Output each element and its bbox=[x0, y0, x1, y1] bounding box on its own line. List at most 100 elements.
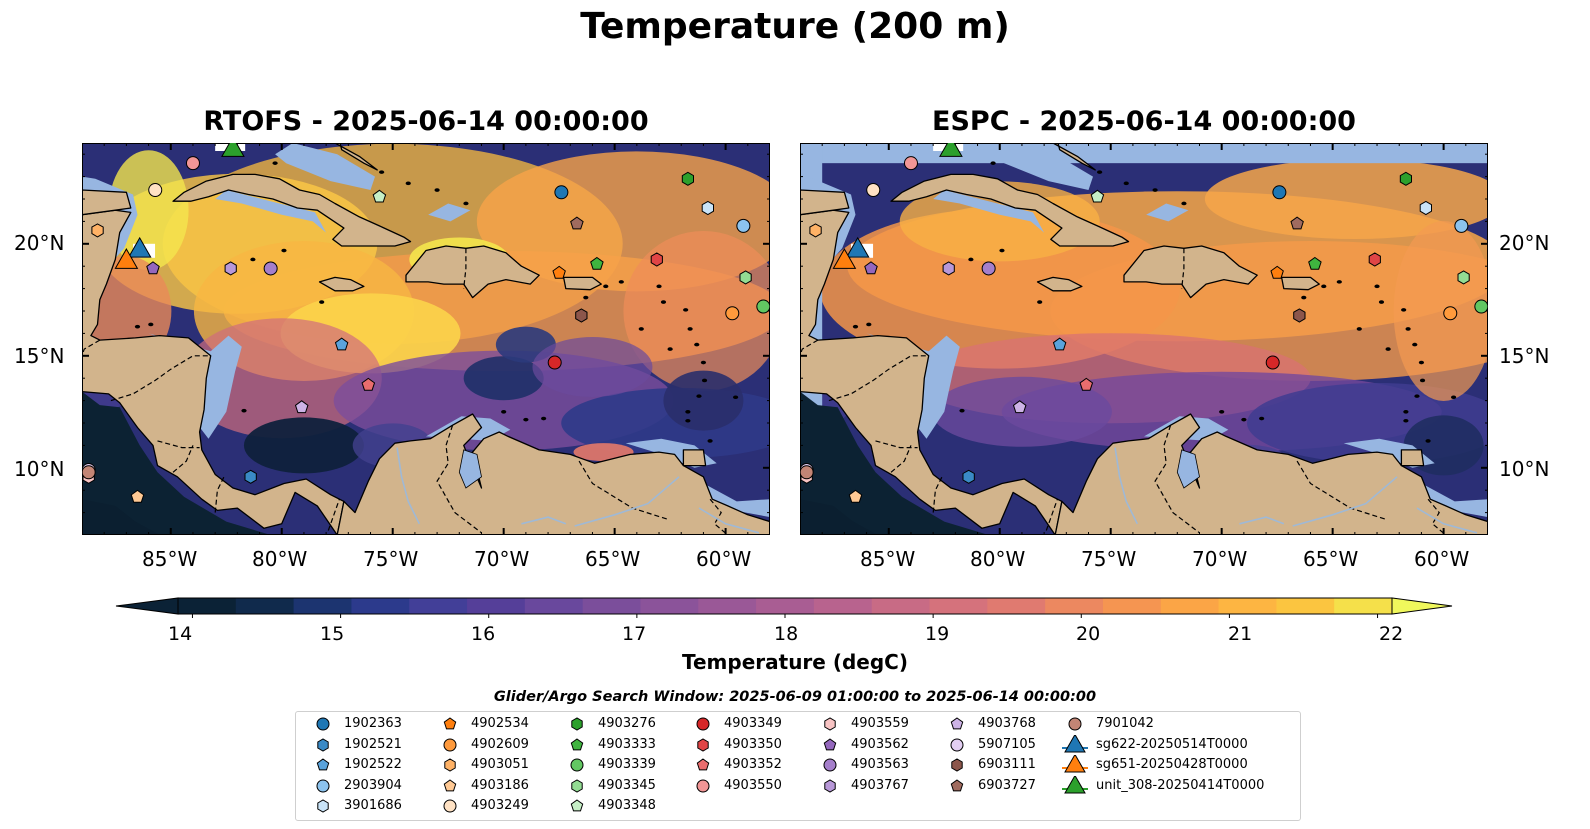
shelf-mask bbox=[428, 203, 471, 222]
legend-marker bbox=[696, 758, 710, 771]
float-marker-1902521 bbox=[244, 469, 257, 484]
float-marker-4902609 bbox=[1443, 306, 1458, 321]
legend-marker bbox=[824, 778, 836, 793]
float-marker-4903339 bbox=[756, 299, 771, 314]
lake-maracaibo bbox=[1176, 449, 1200, 489]
island-outline bbox=[700, 360, 707, 365]
hexagon-marker-icon bbox=[444, 758, 456, 772]
legend-label: 4903186 bbox=[471, 777, 529, 793]
float-marker-6903727 bbox=[1290, 216, 1304, 230]
circle-marker-icon bbox=[316, 779, 330, 792]
country-border bbox=[799, 339, 819, 356]
legend-marker bbox=[823, 737, 837, 750]
island-outline bbox=[694, 342, 700, 347]
map-frame bbox=[800, 143, 1488, 535]
map-rtofs bbox=[74, 108, 802, 536]
map-espc bbox=[792, 108, 1571, 536]
float-marker-3901686 bbox=[1419, 200, 1432, 216]
pentagon-marker-icon bbox=[316, 758, 330, 771]
float-marker-4903345 bbox=[1457, 270, 1470, 285]
legend-marker bbox=[697, 737, 709, 752]
island-outline bbox=[1336, 280, 1342, 284]
legend-triangle bbox=[1064, 775, 1086, 793]
island-outline bbox=[405, 181, 411, 186]
float-marker-2903904 bbox=[1454, 218, 1469, 233]
float-marker-4903767 bbox=[224, 261, 237, 276]
float-marker-4903276 bbox=[681, 171, 694, 186]
circle-marker-icon bbox=[316, 717, 330, 731]
island-outline bbox=[319, 300, 325, 304]
island-outline bbox=[1403, 410, 1409, 414]
temp-blob bbox=[573, 443, 634, 462]
float-marker-4903768 bbox=[294, 400, 309, 414]
float-marker-4903348 bbox=[372, 189, 387, 203]
island-outline bbox=[434, 188, 440, 192]
colorbar-segment bbox=[351, 598, 410, 614]
legend-marker bbox=[317, 737, 329, 752]
island-outline bbox=[250, 257, 256, 262]
island-outline bbox=[733, 395, 739, 400]
pentagon-marker-icon bbox=[443, 717, 457, 730]
legend-marker bbox=[951, 758, 963, 772]
river bbox=[1114, 447, 1139, 525]
shelf-mask bbox=[933, 190, 1045, 233]
cbar-tick-20: 20 bbox=[1076, 623, 1101, 645]
cbar-tick-17: 17 bbox=[622, 623, 647, 645]
lon-tick-65w: 65°W bbox=[585, 547, 641, 571]
circle-marker-icon bbox=[443, 738, 457, 751]
map-panel-rtofs bbox=[74, 108, 802, 536]
country-border bbox=[157, 440, 200, 449]
legend-label: 4903562 bbox=[851, 736, 909, 752]
float-marker-4903333 bbox=[590, 256, 604, 270]
river bbox=[1292, 476, 1398, 527]
float-marker-3901686 bbox=[701, 200, 714, 216]
glider-marker-sg622 bbox=[845, 236, 870, 258]
colorbar-segment bbox=[178, 598, 237, 614]
lon-tick-65w-r: 65°W bbox=[1303, 547, 1359, 571]
temp-blob bbox=[463, 356, 544, 401]
river bbox=[1239, 516, 1285, 525]
legend: 1902363 1902521 1902522 2903904 3901686 49025… bbox=[295, 711, 1301, 821]
island-outline bbox=[1356, 327, 1362, 331]
island-outline bbox=[281, 248, 287, 253]
legend-marker bbox=[444, 758, 456, 772]
cbar-tick-22: 22 bbox=[1379, 623, 1404, 645]
island-outline bbox=[272, 161, 278, 165]
island-outline bbox=[660, 300, 667, 304]
legend-marker bbox=[316, 779, 330, 792]
island-outline bbox=[1037, 300, 1043, 304]
land-south-america bbox=[336, 413, 771, 536]
country-border bbox=[828, 355, 929, 402]
country-border bbox=[578, 460, 669, 520]
glider-marker-sg651 bbox=[114, 248, 139, 269]
legend-label: 4903249 bbox=[471, 798, 529, 813]
country-border bbox=[214, 476, 225, 513]
temp-blob bbox=[1204, 159, 1505, 239]
lon-tick-75w-r: 75°W bbox=[1081, 547, 1137, 571]
float-marker-4902534 bbox=[1270, 265, 1284, 279]
legend-label: 4903768 bbox=[978, 716, 1036, 731]
temp-blob bbox=[108, 150, 189, 271]
colorbar-segment bbox=[813, 598, 873, 614]
land-cuba bbox=[172, 173, 412, 247]
glider-marker-unit_308 bbox=[939, 136, 963, 157]
island-outline bbox=[1403, 418, 1409, 423]
legend-label: 4903051 bbox=[471, 757, 529, 772]
land-trinidad bbox=[682, 449, 707, 467]
lon-tick-80w-r: 80°W bbox=[970, 547, 1026, 571]
legend-marker bbox=[1068, 717, 1082, 731]
country-border bbox=[1045, 498, 1058, 531]
island-outline bbox=[1259, 416, 1265, 421]
country-border bbox=[1427, 498, 1447, 536]
hexagon-marker-icon bbox=[317, 799, 329, 813]
land-south-america bbox=[1054, 413, 1489, 536]
legend-label: 1902522 bbox=[344, 757, 402, 772]
island-outline bbox=[959, 408, 965, 413]
colorbar-segment bbox=[1276, 598, 1335, 614]
triangle-marker-icon bbox=[1062, 734, 1088, 752]
shelf-mask bbox=[1146, 203, 1189, 222]
no-data-band bbox=[800, 143, 1488, 164]
legend-marker bbox=[316, 717, 330, 731]
temp-blob bbox=[819, 208, 1180, 369]
island-outline bbox=[696, 394, 702, 398]
